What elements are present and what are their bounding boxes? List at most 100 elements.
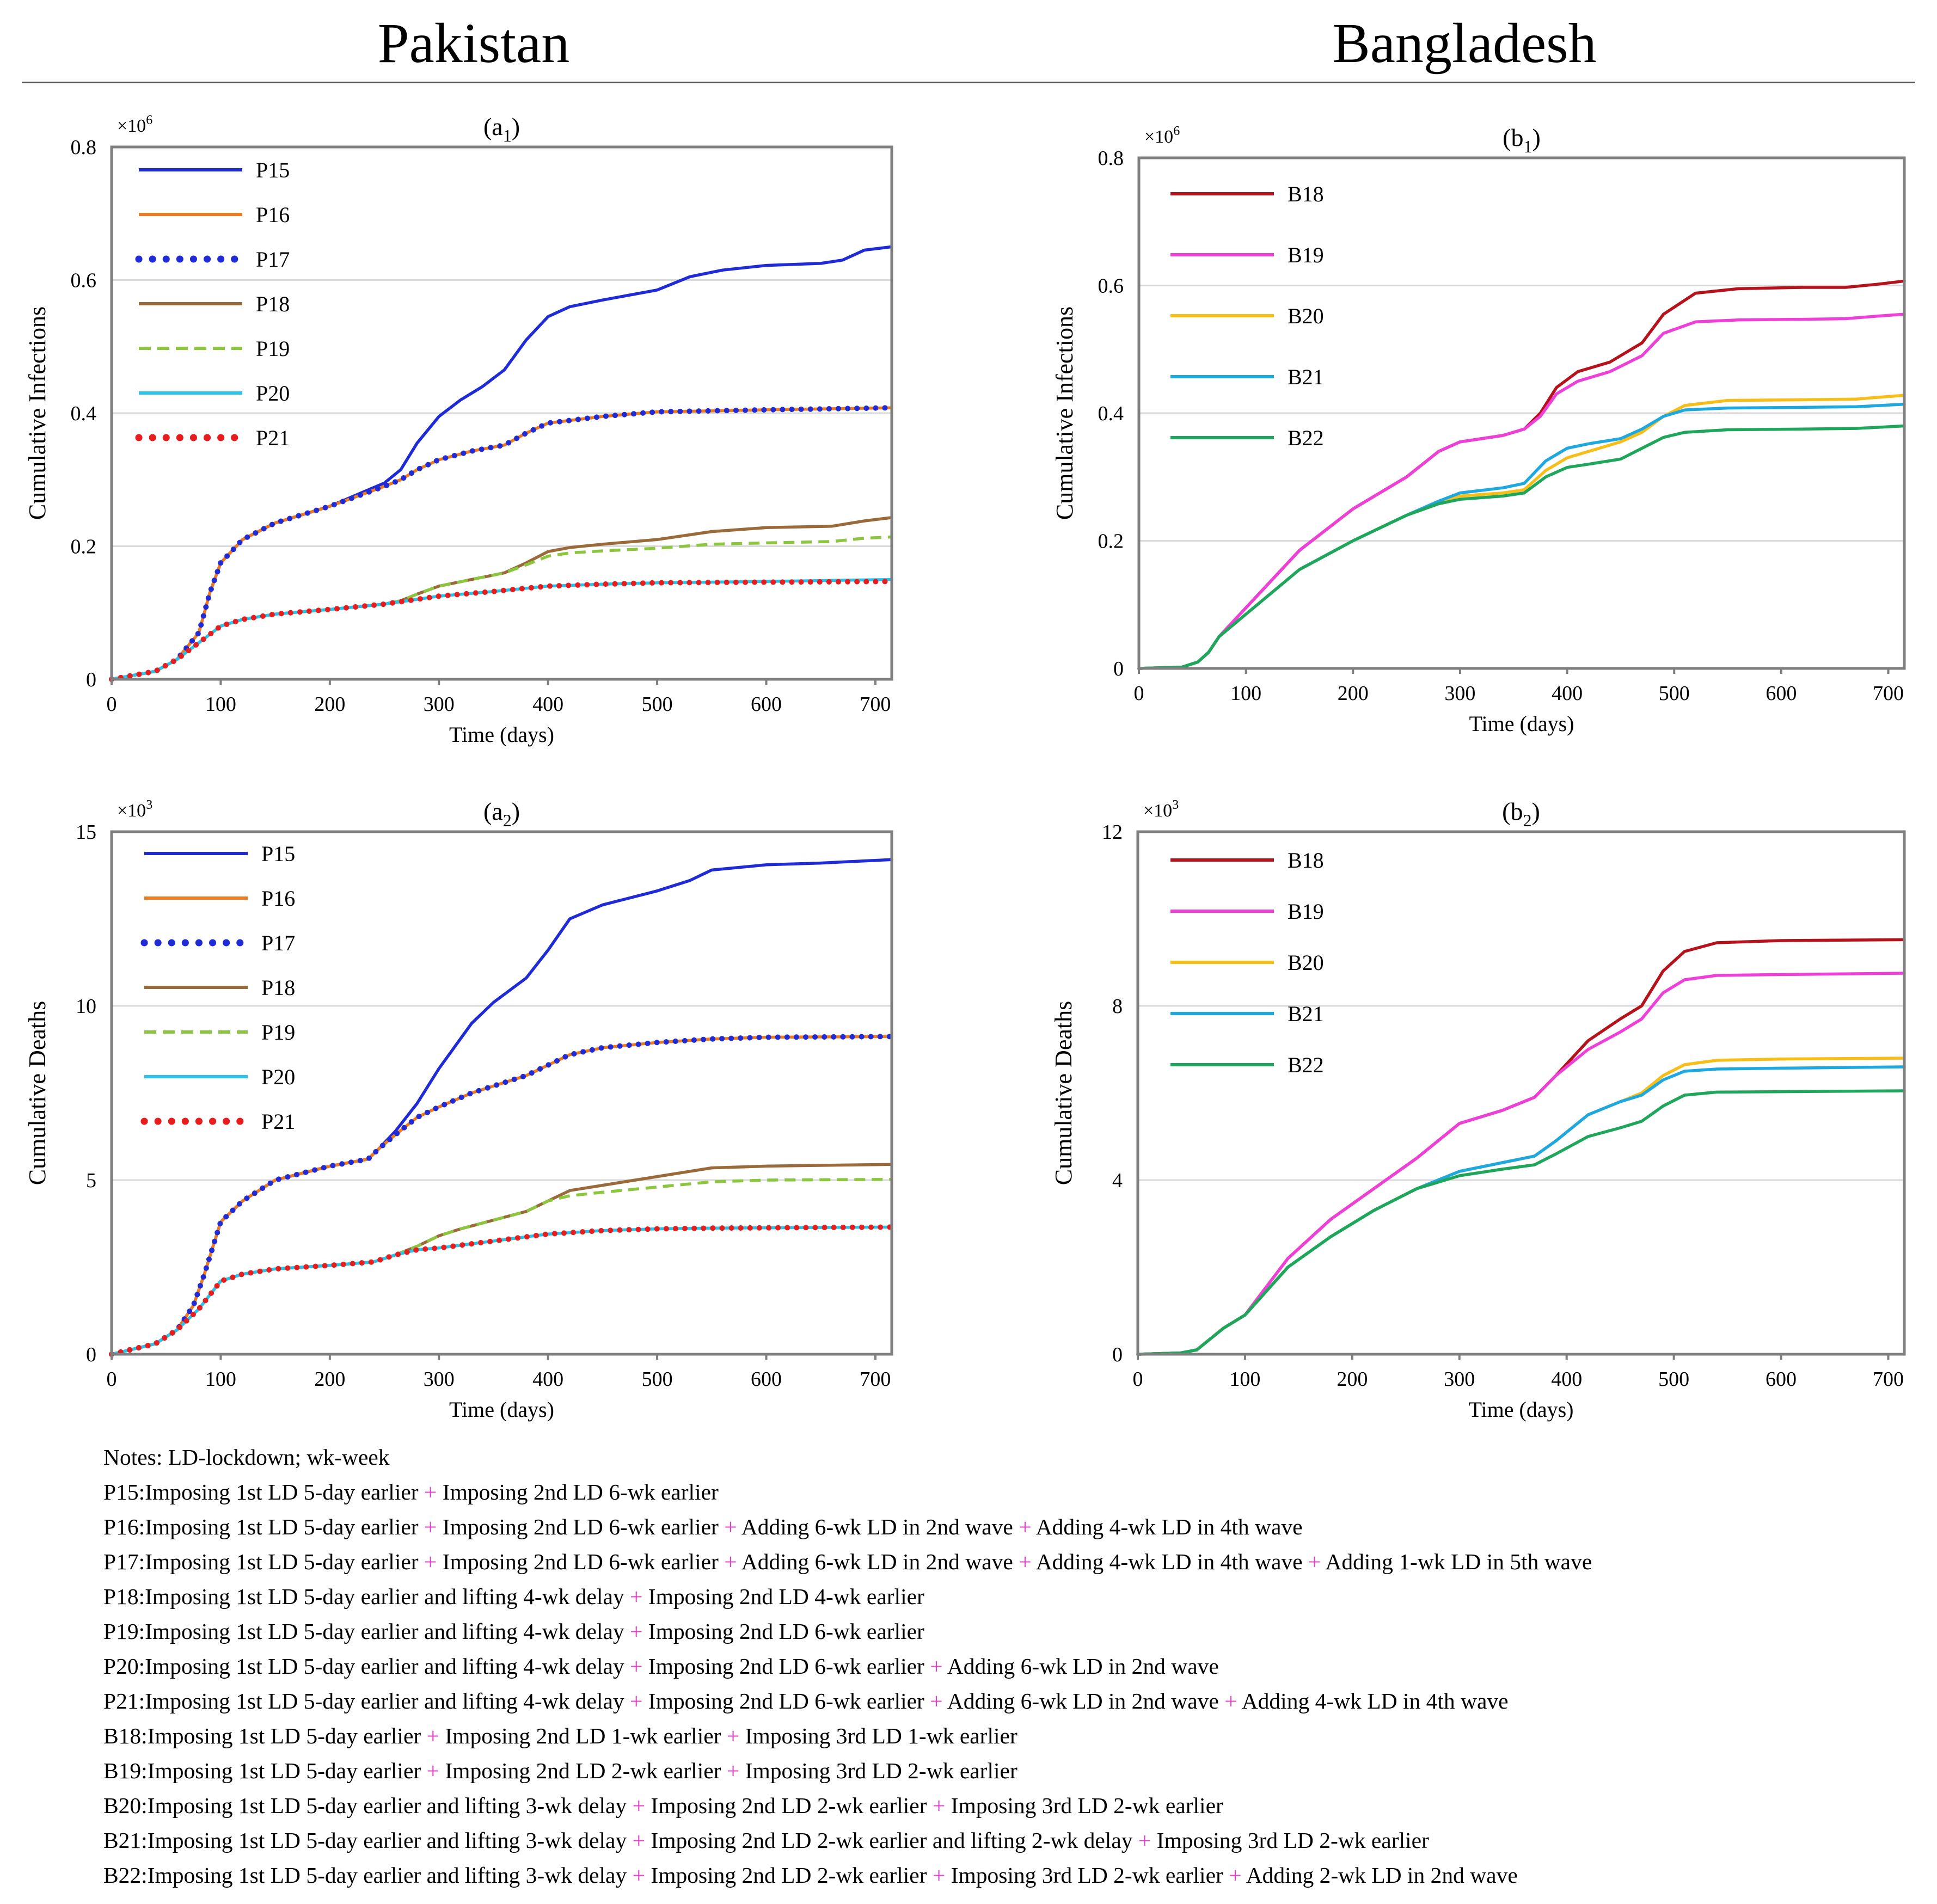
note-text: P16:Imposing 1st LD 5-day earlier	[103, 1514, 419, 1539]
chart-b2: 0 100 200 300 400 500 600 700 0 4 8 12 Time (days) Cu…	[1050, 797, 1906, 1422]
note-line: B18:Imposing 1st LD 5-day earlier + Impo…	[103, 1718, 1900, 1753]
y-tick-label: 0	[86, 668, 96, 691]
series-line-B18	[1137, 279, 1906, 670]
x-axis-label: Time (days)	[449, 1397, 554, 1422]
note-text: Imposing 3rd LD 2-wk earlier	[745, 1758, 1017, 1783]
series-line-P16	[110, 406, 893, 681]
plus-sign: +	[1223, 1863, 1246, 1888]
series-line-P19	[111, 535, 892, 681]
plus-sign: +	[627, 1828, 651, 1853]
note-line: P21:Imposing 1st LD 5-day earlier and li…	[103, 1684, 1900, 1718]
x-tick-label: 700	[860, 693, 891, 716]
legend-label-P18: P18	[261, 975, 295, 1000]
panel-label-close: )	[512, 113, 520, 140]
y-tick-label: 8	[1112, 995, 1123, 1018]
series-line-P15	[110, 245, 893, 681]
legend-label-P19: P19	[261, 1020, 295, 1045]
y-tick-label: 0.2	[1098, 530, 1124, 553]
note-text: Adding 4-wk LD in 4th wave	[1035, 1549, 1303, 1574]
panel-label: (a2)	[483, 797, 520, 830]
plus-sign: +	[927, 1793, 951, 1818]
note-text: B22:Imposing 1st LD 5-day earlier and li…	[103, 1863, 627, 1888]
series-line-B22	[1137, 424, 1906, 670]
legend-label-P20: P20	[256, 381, 290, 406]
series-line-P20	[110, 1225, 893, 1356]
note-text: P21:Imposing 1st LD 5-day earlier and li…	[103, 1688, 624, 1713]
x-tick-label: 500	[1659, 682, 1690, 705]
series-line-P21	[109, 579, 894, 682]
plus-sign: +	[721, 1723, 745, 1748]
legend-label-B21: B21	[1288, 365, 1324, 389]
note-line: P18:Imposing 1st LD 5-day earlier and li…	[103, 1579, 1900, 1614]
y-tick-label: 12	[1102, 821, 1123, 844]
plot-frame	[1137, 156, 1906, 670]
note-text: Adding 4-wk LD in 4th wave	[1035, 1514, 1303, 1539]
note-text: Adding 4-wk LD in 4th wave	[1241, 1688, 1509, 1713]
legend-label-B21: B21	[1288, 1002, 1324, 1026]
panel-label-sub: 2	[1523, 810, 1532, 830]
country-title-pakistan: Pakistan	[377, 12, 570, 75]
panel-label-close: )	[1533, 124, 1541, 151]
series-line-B19	[1136, 972, 1906, 1356]
multiplier-exponent: 3	[1172, 798, 1179, 812]
y-tick-label: 0	[86, 1343, 96, 1366]
plus-sign: +	[624, 1688, 648, 1713]
plus-sign: +	[1013, 1549, 1036, 1574]
legend-label-P17: P17	[256, 247, 290, 272]
panel-label: (b2)	[1502, 797, 1540, 830]
panel-label: (a1)	[483, 113, 520, 145]
x-tick-label: 400	[1552, 682, 1583, 705]
note-text: Imposing 3rd LD 2-wk earlier	[951, 1863, 1223, 1888]
plot-frame	[1136, 830, 1906, 1356]
legend-label-P21: P21	[256, 426, 290, 450]
x-tick-label: 300	[1444, 682, 1475, 705]
panel-label-letter: (b	[1503, 124, 1523, 151]
panel-label-close: )	[512, 797, 520, 825]
plus-sign: +	[1302, 1549, 1326, 1574]
note-text: Imposing 2nd LD 2-wk earlier and lifting…	[651, 1828, 1133, 1853]
note-text: Imposing 2nd LD 4-wk earlier	[648, 1584, 924, 1609]
plus-sign: +	[1013, 1514, 1036, 1539]
legend-label-P20: P20	[261, 1065, 295, 1089]
y-tick-label: 0.6	[1098, 275, 1124, 298]
x-tick-label: 200	[314, 1368, 345, 1391]
note-text: B19:Imposing 1st LD 5-day earlier	[103, 1758, 421, 1783]
axis-multiplier: ×103	[1143, 798, 1179, 821]
plot-frame	[110, 145, 893, 681]
note-text: Adding 6-wk LD in 2nd wave	[741, 1549, 1013, 1574]
x-tick-label: 400	[532, 1368, 563, 1391]
legend-label-P15: P15	[256, 158, 290, 182]
plot-frame	[110, 830, 893, 1356]
plus-sign: +	[624, 1654, 648, 1679]
x-tick-label: 400	[532, 693, 563, 716]
y-axis-label: Cumulative Deaths	[1050, 1001, 1077, 1186]
charts-canvas: 0 100 200 300 400 500 600 70000.20.40.60.8Time …	[24, 113, 1906, 1422]
x-tick-label: 100	[205, 1368, 236, 1391]
note-text: Adding 6-wk LD in 2nd wave	[741, 1514, 1013, 1539]
x-tick-label: 200	[1337, 1368, 1368, 1391]
legend-label-P19: P19	[256, 336, 290, 361]
note-line: P15:Imposing 1st LD 5-day earlier + Impo…	[103, 1475, 1900, 1509]
y-tick-label: 0.8	[71, 136, 97, 159]
x-tick-label: 600	[1766, 682, 1797, 705]
x-tick-label: 100	[205, 693, 236, 716]
panel-label-sub: 1	[503, 126, 512, 145]
plus-sign: +	[721, 1758, 745, 1783]
x-tick-label: 600	[751, 1368, 782, 1391]
series-line-P16	[110, 1035, 893, 1356]
x-tick-label: 300	[424, 1368, 455, 1391]
legend-label-B20: B20	[1288, 950, 1324, 975]
x-tick-label: 700	[860, 1368, 891, 1391]
legend-label-B18: B18	[1288, 848, 1324, 873]
multiplier-exponent: 3	[146, 798, 152, 812]
panel-label-letter: (a	[483, 797, 503, 825]
note-text: Notes: LD-lockdown; wk-week	[103, 1445, 390, 1470]
axis-multiplier: ×106	[117, 113, 152, 136]
series-line-P17	[109, 1034, 894, 1357]
x-tick-label: 700	[1873, 1368, 1904, 1391]
x-axis-label: Time (days)	[449, 722, 554, 747]
panel-label-letter: (b	[1502, 797, 1523, 825]
axis-multiplier: ×106	[1144, 124, 1180, 147]
y-tick-label: 0.6	[71, 269, 97, 292]
